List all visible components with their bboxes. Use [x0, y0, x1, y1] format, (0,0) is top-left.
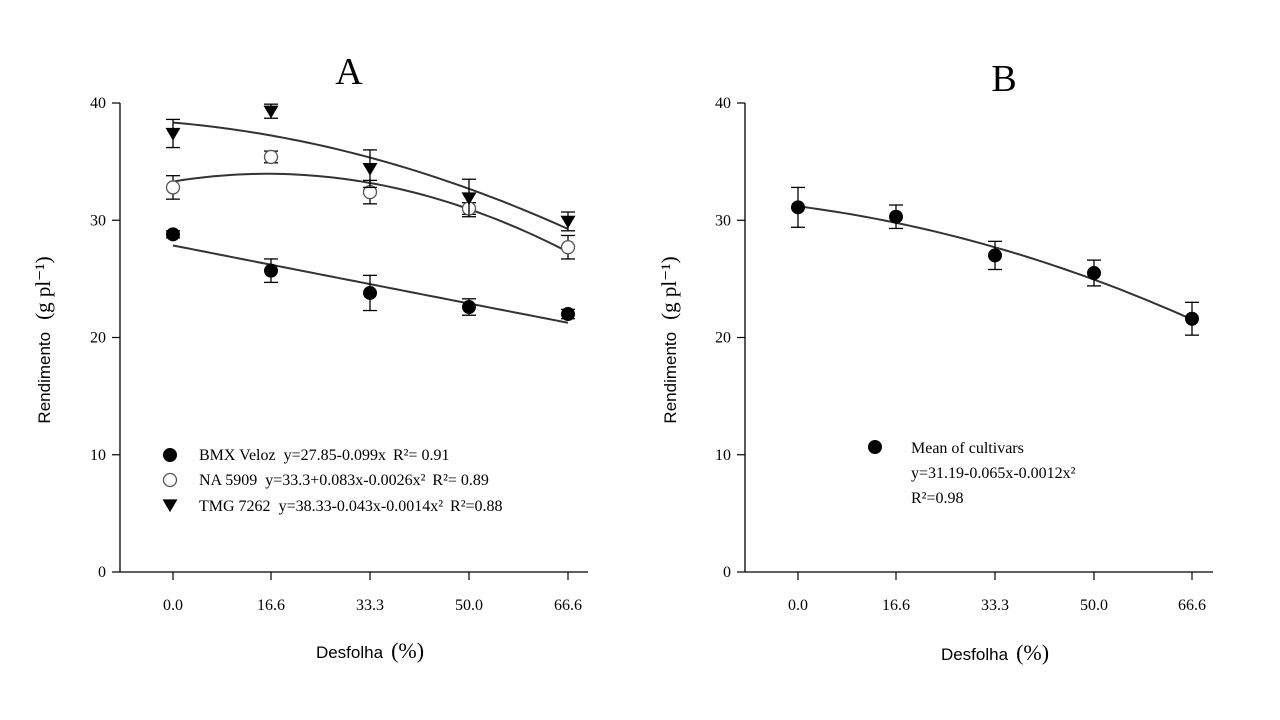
legend-series-name: Mean of cultivars	[911, 440, 1024, 457]
data-point	[561, 307, 575, 322]
legend-marker	[868, 440, 882, 454]
legend-equation: y=31.19-0.065x-0.0012x²	[911, 465, 1076, 482]
legend-equation: y=33.3+0.083x-0.0026x²	[265, 472, 425, 489]
legend-r2: R²=0.98	[911, 490, 964, 507]
legend-series-name: TMG 7262	[199, 498, 271, 515]
x-tick-label: 33.3	[981, 597, 1009, 614]
x-axis-unit: (%)	[391, 638, 424, 663]
y-axis-unit: (g pl⁻¹)	[657, 256, 681, 319]
legend-equation: y=38.33-0.043x-0.0014x²	[279, 498, 444, 515]
y-tick-label: 10	[715, 447, 731, 464]
data-point	[988, 248, 1002, 263]
y-tick-label: 10	[90, 447, 106, 464]
x-tick-label: 66.6	[1178, 597, 1206, 614]
series-tmg-7262	[165, 103, 576, 232]
data-point	[1185, 311, 1199, 326]
legend-marker	[162, 472, 178, 488]
x-axis-label: Desfolha	[941, 645, 1009, 664]
data-point	[362, 163, 378, 176]
y-tick-label: 30	[90, 212, 106, 229]
x-axis-label: Desfolha	[316, 643, 384, 662]
legend: BMX Veloz y=27.85-0.099x R²= 0.91 NA 5909 y=…	[162, 447, 503, 515]
y-axis-label: Rendimento	[661, 332, 680, 424]
data-point	[166, 227, 180, 242]
y-axis-unit: (g pl⁻¹)	[31, 256, 55, 319]
legend-entry: NA 5909 y=33.3+0.083x-0.0026x² R²= 0.89	[199, 472, 489, 489]
data-point	[165, 127, 181, 141]
data-point	[363, 285, 377, 300]
legend-r2: R²= 0.89	[432, 472, 489, 489]
y-tick-label: 30	[715, 212, 731, 229]
y-tick-label: 40	[90, 95, 106, 112]
y-tick-label: 20	[715, 330, 731, 347]
panel-label: A	[335, 51, 363, 93]
data-point	[1087, 266, 1101, 281]
y-axis-title: Rendimento (g pl⁻¹)	[31, 256, 55, 423]
data-point	[461, 192, 477, 206]
data-point	[165, 180, 181, 195]
legend-entry: BMX Veloz y=27.85-0.099x R²= 0.91	[199, 447, 449, 464]
legend-entry: TMG 7262 y=38.33-0.043x-0.0014x² R²=0.88	[199, 498, 503, 515]
legend-marker	[162, 499, 178, 513]
x-tick-label: 0.0	[163, 597, 183, 614]
data-point	[263, 105, 279, 119]
legend-r2: R²= 0.91	[393, 447, 450, 464]
chart-panel-b: B 0 10 20 30 40 0.0 16.6 33.3 50.0 66.6 Desfolha (%)…	[657, 58, 1213, 665]
legend-equation: y=27.85-0.099x	[284, 447, 386, 464]
legend-marker	[163, 448, 177, 462]
data-point	[263, 149, 279, 165]
data-point	[560, 240, 576, 255]
y-axis-label: Rendimento	[35, 332, 54, 424]
data-point	[889, 209, 903, 224]
x-tick-label: 66.6	[554, 597, 582, 614]
data-point	[264, 263, 278, 278]
x-tick-label: 50.0	[1080, 597, 1108, 614]
x-axis-title: Desfolha (%)	[941, 640, 1049, 665]
x-axis-unit: (%)	[1016, 640, 1049, 665]
x-tick-label: 50.0	[455, 597, 483, 614]
x-axis-title: Desfolha (%)	[316, 638, 424, 663]
x-tick-label: 16.6	[882, 597, 910, 614]
panel-label: B	[991, 58, 1016, 100]
y-tick-label: 0	[98, 564, 106, 581]
legend-series-name: NA 5909	[199, 472, 257, 489]
legend-series-name: BMX Veloz	[199, 447, 276, 464]
y-tick-label: 40	[715, 95, 731, 112]
y-axis-title: Rendimento (g pl⁻¹)	[657, 256, 681, 423]
x-tick-label: 16.6	[257, 597, 285, 614]
data-point	[791, 200, 805, 215]
legend: Mean of cultivars y=31.19-0.065x-0.0012x²…	[868, 440, 1076, 507]
data-point	[560, 215, 576, 229]
x-tick-label: 0.0	[788, 597, 808, 614]
y-tick-label: 20	[90, 330, 106, 347]
x-tick-label: 33.3	[356, 597, 384, 614]
chart-panel-a: A 0 10 20 30 40 0.0 16.6 33.3 50.0 66.6 Desfolha (%)…	[31, 51, 588, 663]
series-bmx-veloz	[166, 227, 575, 324]
y-tick-label: 0	[723, 564, 731, 581]
legend-r2: R²=0.88	[450, 498, 503, 515]
series-mean-of-cultivars	[791, 186, 1199, 336]
data-point	[462, 300, 476, 315]
